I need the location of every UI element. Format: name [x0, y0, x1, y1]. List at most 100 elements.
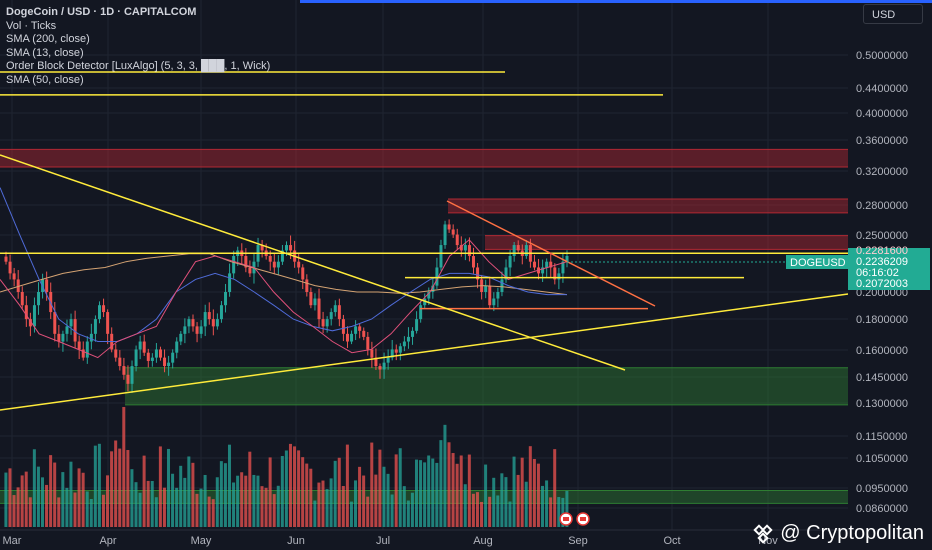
volume-bar: [321, 480, 325, 527]
candle-body: [134, 349, 138, 367]
price-tag-line-2: 06:16:02: [856, 267, 899, 279]
candle-body: [154, 349, 158, 358]
volume-bar: [471, 493, 475, 527]
indicator-sma13[interactable]: SMA (13, close): [6, 46, 84, 59]
candle-body: [163, 357, 167, 367]
volume-bar: [508, 501, 512, 527]
volume-bar: [333, 460, 337, 527]
indicator-sma50[interactable]: SMA (50, close): [6, 73, 84, 86]
candle-body: [191, 319, 195, 327]
volume-bar: [81, 472, 85, 527]
candle-body: [333, 305, 337, 313]
candle-body: [98, 305, 101, 320]
candle-body: [500, 279, 504, 292]
candle-body: [362, 330, 366, 337]
volume-bar: [77, 468, 81, 527]
price-tag-line-1: 0.2236209: [856, 256, 908, 268]
sma13-line: [0, 239, 568, 359]
candle-body: [146, 352, 150, 361]
volume-bar: [158, 446, 162, 527]
volume-bar: [284, 450, 288, 527]
time-tick-label: Oct: [663, 535, 680, 547]
candles: [4, 219, 569, 393]
candle-body: [309, 292, 313, 306]
indicator-sma200[interactable]: SMA (200, close): [6, 33, 90, 45]
candle-body: [325, 319, 329, 327]
symbol-title[interactable]: DogeCoin / USD · 1D · CAPITALCOM: [6, 6, 197, 18]
volume-bar: [528, 446, 532, 527]
volume-bar: [390, 494, 394, 527]
candle-body: [443, 224, 447, 246]
candle-body: [382, 362, 386, 370]
indicator-order-block[interactable]: Order Block Detector [LuxAlgo] (5, 3, 3,…: [6, 60, 271, 72]
order-block-zone-supply: [485, 235, 848, 250]
candle-body: [350, 333, 354, 342]
candle-body: [102, 305, 106, 313]
volume-bar: [171, 473, 175, 527]
volume-bar: [248, 451, 252, 527]
volume-bar: [459, 455, 463, 527]
price-tick-label: 0.4400000: [856, 83, 908, 95]
volume-bar: [207, 496, 211, 527]
candle-body: [150, 357, 154, 361]
watermark: @ Cryptopolitan: [752, 522, 924, 545]
volume-bar: [256, 475, 260, 527]
price-tick-label: 0.5000000: [856, 50, 908, 62]
currency-button[interactable]: USD: [863, 4, 923, 24]
time-axis: Mar Apr May Jun Jul Aug Sep Oct Nov: [0, 529, 848, 547]
candle-body: [512, 245, 516, 257]
volume-bar: [317, 482, 321, 527]
volume-bar: [378, 449, 382, 527]
candle-body: [370, 349, 374, 358]
event-marker-flag: [563, 517, 569, 521]
candle-body: [179, 333, 183, 342]
candle-body: [439, 245, 443, 268]
candle-body: [549, 261, 553, 268]
indicator-volume[interactable]: Vol · Ticks: [6, 19, 57, 32]
volume-bar: [524, 481, 528, 527]
candle-body: [244, 256, 248, 268]
price-tag-box: [848, 248, 930, 290]
candle-body: [406, 336, 410, 342]
volume-bar: [122, 407, 126, 527]
watermark-text: @ Cryptopolitan: [780, 522, 924, 544]
volume-bar: [431, 458, 435, 527]
volume-bar: [232, 482, 236, 527]
volume-bar: [280, 456, 284, 527]
candle-body: [16, 279, 20, 292]
candle-body: [228, 273, 232, 292]
candle-body: [427, 292, 431, 299]
volume-bar: [252, 474, 256, 527]
volume-bar: [475, 492, 479, 527]
candle-body: [472, 256, 475, 268]
candle-body: [289, 245, 293, 251]
candle-body: [45, 279, 49, 292]
volume-bar: [12, 495, 16, 527]
volume-bar: [402, 486, 406, 527]
volume-bar: [439, 440, 443, 527]
volume-bar: [183, 477, 187, 527]
order-block-zone-supply: [448, 199, 848, 213]
candle-body: [77, 341, 81, 350]
candle-body: [341, 319, 345, 334]
volume-bar: [447, 442, 451, 527]
volume-bar: [114, 440, 118, 527]
candle-body: [195, 326, 199, 334]
volume-bar: [329, 478, 333, 527]
candle-body: [122, 366, 126, 375]
volume-bar: [260, 486, 264, 527]
wedge-trendline: [446, 200, 656, 307]
candle-body: [402, 341, 406, 347]
volume-bar: [223, 463, 227, 527]
candle-body: [435, 267, 439, 286]
candle-body: [301, 267, 305, 280]
volume-bar: [492, 477, 496, 527]
candle-body: [419, 305, 423, 320]
candle-body: [183, 326, 187, 334]
price-tick-label: 0.1050000: [856, 453, 908, 465]
time-tick-label: Mar: [3, 535, 22, 547]
time-tick-label: Aug: [473, 535, 493, 547]
candle-body: [431, 285, 435, 292]
